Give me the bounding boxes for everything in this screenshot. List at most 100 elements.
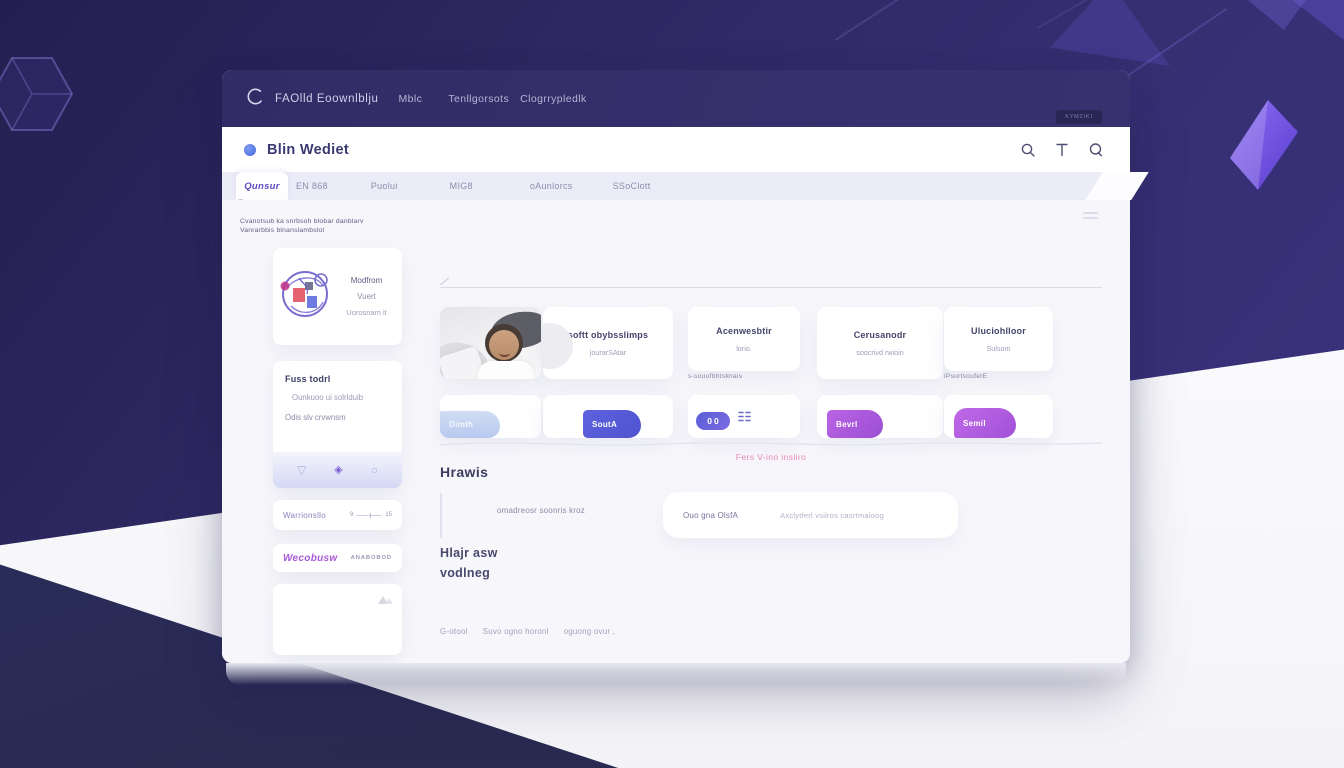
summary-card-1-title: softt obybsslimps: [567, 329, 649, 340]
empty-media-card: [273, 584, 402, 655]
summary-card-4-subtitle: Sulsom: [986, 343, 1011, 353]
q-icon[interactable]: [1088, 142, 1104, 158]
slider-max-value: 15: [385, 512, 392, 518]
globe-card-line1: Modfrom: [350, 276, 383, 285]
tab-qunsur[interactable]: Qunsur: [236, 172, 288, 204]
tab-oaunlorcs[interactable]: oAunlorcs: [529, 181, 573, 191]
slider-card-label: Warrionsllo: [283, 510, 327, 520]
filter-pill-right-label: Axclytferl vsilros casrtmaloog: [780, 510, 884, 520]
tag-ribbon-purple-1[interactable]: Bevrl: [827, 410, 883, 438]
grid-icon[interactable]: [738, 410, 751, 428]
window-header: Blin Wediet: [222, 127, 1130, 172]
info-card-line2: Odis slv crvwnsm: [285, 413, 346, 422]
main-panel: softt obybsslimps jourarSAtar Acenwesbti…: [439, 200, 1103, 663]
tag-card-4: Semil: [944, 395, 1053, 438]
photo-card[interactable]: [440, 307, 541, 379]
brand-card: Wecobusw ANABOBOD: [273, 544, 402, 572]
counter-card: 00: [688, 395, 800, 438]
summary-card-1[interactable]: softt obybsslimps jourarSAtar: [543, 307, 673, 379]
sidebar-intro-line2: Vanrarbbis blnanslambslol: [240, 226, 325, 234]
info-card: Fuss todrl Ounkuoo ui solrlduib Odis slv…: [273, 361, 402, 488]
app-dot-icon: [244, 143, 256, 156]
footer-link-2[interactable]: Suvo ogno horonl: [482, 627, 549, 636]
wave-divider: [439, 436, 1103, 455]
tab-ssoclott[interactable]: SSoClott: [612, 181, 651, 191]
summary-card-4-caption: iPsurtsouferE: [944, 373, 988, 380]
summary-card-3[interactable]: Cerusanodr soocrivd rwioin: [817, 307, 943, 379]
app-window: FAOlld Eoownlblju Mblc Tenllgorsots Clog…: [222, 70, 1149, 685]
footer-link-3[interactable]: oguong ovur ,: [563, 627, 616, 636]
globe-card-line3: Uorosnam it: [346, 308, 387, 317]
summary-card-2-title: Acenwesbtir: [716, 325, 772, 336]
section-note: omadreosr soonris kroz: [497, 506, 585, 515]
summary-card-3-subtitle: soocrivd rwioin: [856, 347, 904, 357]
top-nav-item-2[interactable]: Tenllgorsots: [448, 92, 510, 105]
topbar-action-button[interactable]: KYMZIKI: [1056, 110, 1102, 124]
tab-bar: Qunsur EN 868 Puolui MIG8 oAunlorcs SSoC…: [222, 172, 1149, 204]
pink-link[interactable]: Fers V-ino insliro: [735, 452, 807, 462]
content-area: Cvanotsub ka snrbsoh blobar danblarv Van…: [222, 200, 1130, 663]
filter-icon[interactable]: [1055, 142, 1069, 158]
subsection-title-line1: Hlajr asw: [440, 546, 498, 560]
summary-card-2-subtitle: lorio.: [736, 343, 752, 353]
globe-card-text: Modfrom Vuert Uorosnam it: [337, 276, 396, 317]
tag-card-3: Bevrl: [817, 395, 943, 438]
page-title: Blin Wediet: [267, 141, 349, 158]
summary-card-1-subtitle: jourarSAtar: [589, 347, 627, 357]
top-navigation-bar: FAOlld Eoownlblju Mblc Tenllgorsots Clog…: [222, 70, 1130, 127]
slider-card: Warrionsllo 9 15: [273, 500, 402, 530]
filter-pill-left-label: Ouo gna OlsfA: [683, 510, 739, 520]
info-card-title: Fuss todrl: [285, 374, 331, 384]
subsection-title-line2: vodlneg: [440, 566, 491, 580]
brand: FAOlld Eoownlblju: [246, 87, 379, 111]
hexagon-cube-icon: [0, 52, 84, 136]
diamond-icon[interactable]: ◈: [334, 463, 343, 476]
section-divider: [440, 287, 1102, 288]
top-nav-item-3[interactable]: Clogrrypledlk: [520, 92, 587, 105]
tag-ribbon-purple-2[interactable]: Semil: [954, 408, 1016, 438]
globe-card: Modfrom Vuert Uorosnam it: [273, 248, 402, 345]
search-icon[interactable]: [1020, 142, 1036, 158]
sidebar-intro-line1: Cvanotsub ka snrbsoh blobar danblarv: [240, 218, 364, 225]
info-card-toolbar: ▽ ◈ ○: [273, 452, 402, 488]
crystal-icon: [1222, 98, 1304, 194]
tab-mig8[interactable]: MIG8: [449, 181, 473, 191]
section-title: Hrawis: [440, 464, 489, 480]
sidebar-intro: Cvanotsub ka snrbsoh blobar danblarv Van…: [240, 218, 416, 235]
summary-card-4[interactable]: Uluciohlloor Sulsom: [944, 307, 1053, 371]
tag-ribbon-blue[interactable]: Dimth: [440, 411, 500, 438]
counter-badge[interactable]: 00: [696, 412, 730, 430]
footer-link-1[interactable]: G-otool: [440, 627, 468, 636]
brand-card-logotype: Wecobusw: [283, 552, 338, 564]
globe-card-line2: Vuert: [357, 292, 376, 301]
circle-icon[interactable]: ○: [370, 463, 378, 477]
info-card-line1: Ounkuoo ui solrlduib: [292, 393, 364, 402]
person-shirt: [478, 361, 534, 379]
brand-name: FAOlld Eoownlblju: [275, 92, 379, 105]
header-icons: [1020, 142, 1104, 158]
globe-illustration-icon: [277, 262, 333, 331]
triangle-down-icon[interactable]: ▽: [297, 463, 307, 477]
section-vbar: [440, 493, 442, 538]
summary-card-2-caption: s-souufbhtsknais: [688, 373, 743, 380]
top-nav-item-1[interactable]: Mblc: [398, 92, 423, 105]
menu-icon[interactable]: [1083, 212, 1098, 222]
brand-card-caps: ANABOBOD: [350, 555, 392, 561]
footer-links: G-otool Suvo ogno horonl oguong ovur ,: [440, 627, 615, 636]
tab-puolui[interactable]: Puolui: [370, 181, 398, 191]
tag-ribbon-indigo[interactable]: SoutA: [583, 410, 641, 438]
summary-card-4-title: Uluciohlloor: [971, 325, 1026, 336]
sidebar: Cvanotsub ka snrbsoh blobar danblarv Van…: [240, 200, 440, 663]
slider-track[interactable]: [356, 512, 383, 518]
range-slider[interactable]: 9 15: [350, 512, 392, 518]
top-nav: Mblc Tenllgorsots Clogrrypledlk: [399, 93, 587, 105]
tag-card-2: SoutA: [543, 395, 673, 438]
tag-card-1: Dimth: [440, 395, 541, 438]
filter-pill[interactable]: Ouo gna OlsfA Axclytferl vsilros casrtma…: [663, 492, 958, 538]
person-smile: [499, 349, 510, 357]
slider-min-value: 9: [349, 512, 354, 518]
summary-card-3-title: Cerusanodr: [853, 329, 907, 340]
tab-en868[interactable]: EN 868: [296, 181, 328, 191]
summary-card-2[interactable]: Acenwesbtir lorio.: [688, 307, 800, 371]
